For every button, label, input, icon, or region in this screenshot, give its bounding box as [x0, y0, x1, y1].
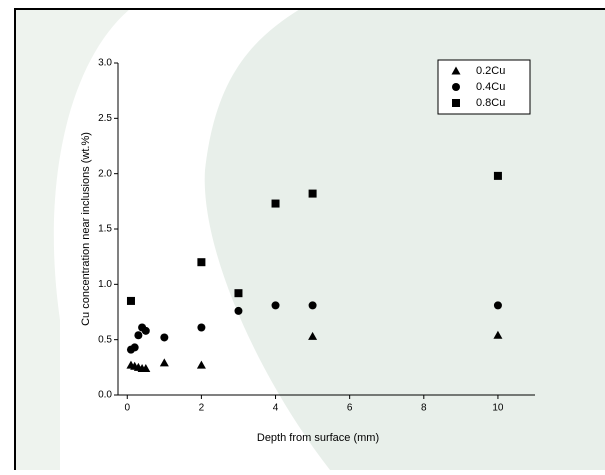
x-tick-label: 8	[421, 403, 427, 414]
point	[197, 258, 206, 267]
legend-label: 0.8Cu	[476, 97, 505, 109]
x-tick-label: 4	[273, 403, 279, 414]
legend-marker	[451, 66, 461, 75]
x-axis-label: Depth from surface (mm)	[257, 432, 379, 444]
y-tick-label: 1.5	[98, 224, 112, 235]
point	[134, 331, 143, 340]
y-tick-label: 0.0	[98, 390, 112, 401]
y-tick-label: 1.0	[98, 279, 112, 290]
legend-marker	[452, 83, 460, 91]
point	[141, 326, 150, 335]
point	[160, 333, 169, 342]
y-tick-label: 0.5	[98, 334, 112, 345]
frame	[14, 8, 605, 475]
point	[234, 289, 243, 298]
point	[126, 296, 135, 305]
point	[197, 323, 206, 332]
y-tick-label: 2.5	[98, 113, 112, 124]
y-tick-label: 2.0	[98, 168, 112, 179]
y-axis-label: Cu concentration near inclusions (wt.%)	[80, 132, 92, 326]
decor-shape	[15, 9, 130, 470]
point	[234, 306, 243, 315]
x-tick-label: 10	[492, 403, 504, 414]
point	[271, 199, 280, 208]
point	[493, 171, 502, 180]
legend-label: 0.2Cu	[476, 65, 505, 77]
point	[493, 330, 503, 339]
legend-marker	[452, 99, 460, 107]
decor-shape	[204, 9, 605, 470]
y-tick-label: 3.0	[98, 58, 112, 69]
point	[130, 343, 139, 352]
point	[159, 358, 169, 367]
point	[308, 189, 317, 198]
point	[308, 301, 317, 310]
point	[141, 363, 151, 372]
legend-label: 0.4Cu	[476, 81, 505, 93]
point	[308, 331, 318, 340]
point	[196, 360, 206, 369]
x-tick-label: 0	[124, 403, 130, 414]
x-tick-label: 6	[347, 403, 353, 414]
point	[493, 301, 502, 310]
point	[271, 301, 280, 310]
x-tick-label: 2	[199, 403, 205, 414]
